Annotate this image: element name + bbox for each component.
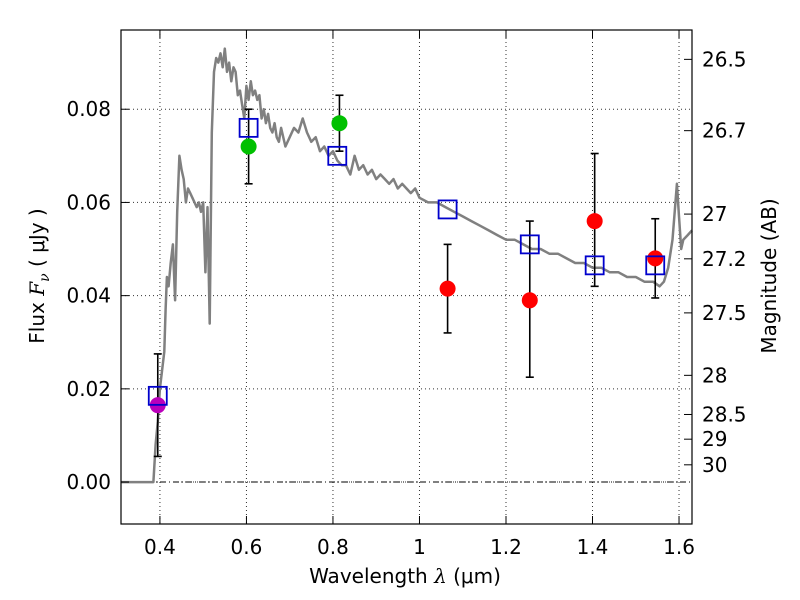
mag-tick-label: 28.5 <box>702 402 747 426</box>
marker-layer <box>147 115 666 414</box>
y-tick-label: 0.06 <box>66 190 111 214</box>
mag-tick-label: 27.2 <box>702 247 747 271</box>
data-point <box>586 213 603 230</box>
mag-tick-label: 29 <box>702 427 727 451</box>
y-tick-label: 0.00 <box>66 470 111 494</box>
model-square <box>147 385 168 406</box>
axes-box <box>120 29 693 525</box>
x-tick-label: 1.2 <box>490 535 522 559</box>
mag-tick-label: 26.7 <box>702 119 747 143</box>
y-tick-label: 0.08 <box>66 97 111 121</box>
model-square <box>437 199 458 220</box>
x-tick-label: 1 <box>413 535 426 559</box>
model-square <box>645 255 666 276</box>
grid-lines <box>121 30 692 524</box>
x-tick-label: 0.8 <box>317 535 349 559</box>
mag-tick-label: 27 <box>702 202 727 226</box>
data-point <box>240 138 257 155</box>
mag-tick-label: 27.5 <box>702 301 747 325</box>
data-point <box>331 115 348 132</box>
y-axis-label: Flux Fν ( μJy ) <box>25 208 53 343</box>
mag-tick-label: 28 <box>702 363 727 387</box>
model-square <box>327 145 348 166</box>
spectrum-line <box>121 47 693 484</box>
y-tick-label: 0.02 <box>66 377 111 401</box>
x-axis-label: Wavelength λ (μm) <box>309 564 501 588</box>
data-point <box>521 292 538 309</box>
x-tick-label: 0.6 <box>231 535 263 559</box>
errorbar-layer <box>153 94 660 458</box>
tick-labels: 0.4 0.6 0.8 1 1.2 1.4 1.6 0.00 0.02 0.04 0.06 0.08 2… <box>66 47 746 559</box>
y-tick-label: 0.04 <box>66 284 111 308</box>
x-tick-label: 1.6 <box>663 535 695 559</box>
data-point <box>647 250 664 267</box>
spectrum-layer <box>121 47 693 484</box>
data-point <box>439 280 456 297</box>
x-tick-label: 1.4 <box>577 535 609 559</box>
model-square <box>584 255 605 276</box>
x-tick-label: 0.4 <box>144 535 176 559</box>
model-square <box>519 234 540 255</box>
mag-tick-label: 30 <box>702 453 727 477</box>
model-square <box>238 117 259 138</box>
mag-tick-label: 26.5 <box>702 47 747 71</box>
plot-frame <box>120 29 693 525</box>
right-axis-label: Magnitude (AB) <box>757 198 781 353</box>
